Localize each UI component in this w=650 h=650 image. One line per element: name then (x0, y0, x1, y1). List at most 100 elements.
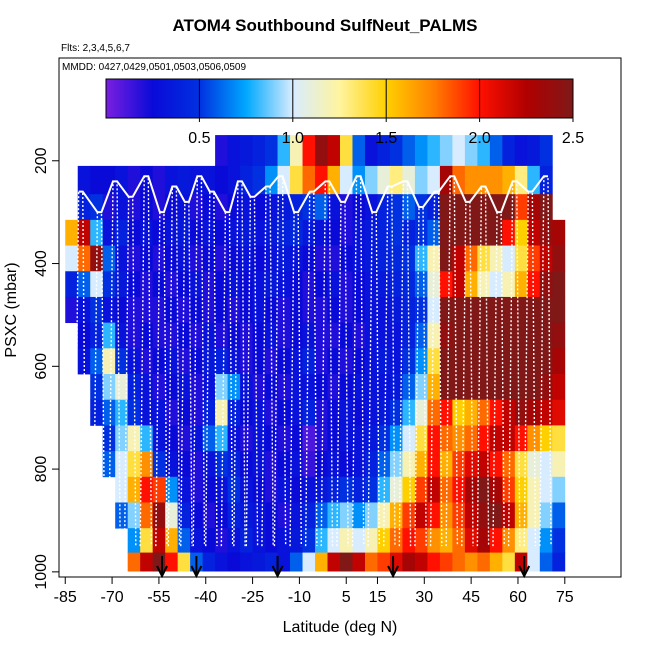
heatmap-cell (177, 348, 191, 375)
heatmap-cell (315, 271, 328, 298)
heatmap-cell (402, 502, 416, 529)
dates-note: MMDD: 0427,0429,0501,0503,0506,0509 (62, 62, 247, 73)
heatmap-cell (464, 451, 478, 478)
heatmap-cell (514, 219, 528, 246)
heatmap-cell (90, 194, 104, 221)
heatmap-cell (165, 399, 179, 426)
heatmap-cell (265, 219, 278, 246)
heatmap-cell (102, 399, 116, 426)
colorbar-tick-label: 1.5 (375, 130, 397, 147)
heatmap-cell (489, 528, 503, 553)
heatmap-cell (552, 374, 566, 401)
heatmap-cell (152, 374, 166, 401)
x-tick-label: -55 (147, 589, 170, 606)
heatmap-cell (452, 322, 466, 349)
heatmap-cell (290, 165, 303, 195)
heatmap-cell (240, 165, 253, 195)
heatmap-cell (377, 399, 391, 426)
heatmap-cell (290, 135, 303, 167)
heatmap-cell (227, 502, 241, 529)
heatmap-cell (315, 194, 328, 221)
heatmap-cell (227, 165, 241, 195)
heatmap-cell (152, 502, 166, 529)
heatmap-cell (514, 451, 528, 478)
heatmap-cell (327, 425, 341, 452)
heatmap-cell (527, 322, 541, 349)
heatmap-cell (502, 165, 516, 195)
heatmap-cell (377, 271, 391, 298)
heatmap-cell (327, 552, 341, 572)
heatmap-cell (539, 451, 553, 478)
heatmap-cell (489, 194, 503, 221)
heatmap-cell (102, 296, 116, 324)
heatmap-cell (552, 528, 566, 553)
heatmap-cell (190, 245, 204, 272)
heatmap-cell (552, 425, 566, 452)
heatmap-cell (115, 322, 129, 349)
heatmap-cell (502, 348, 516, 375)
heatmap-cell (514, 296, 528, 324)
heatmap-cell (240, 425, 253, 452)
heatmap-cell (152, 348, 166, 375)
heatmap-cell (177, 451, 191, 478)
heatmap-cell (165, 528, 179, 553)
heatmap-cell (115, 348, 129, 375)
heatmap-cell (539, 219, 553, 246)
heatmap-cell (90, 374, 104, 401)
plot-frame (58, 57, 622, 578)
heatmap-cell (364, 135, 378, 167)
heatmap-cell (427, 374, 441, 401)
heatmap-cell (352, 135, 366, 167)
heatmap-cell (439, 194, 453, 221)
heatmap-cell (152, 425, 166, 452)
heatmap-cell (427, 322, 441, 349)
x-tick-label: 60 (509, 589, 527, 606)
heatmap-cell (464, 271, 478, 298)
heatmap-cell (377, 135, 391, 167)
heatmap-cell (265, 296, 278, 324)
heatmap-cell (427, 451, 441, 478)
heatmap-cell (527, 194, 541, 221)
y-tick-label: 200 (33, 147, 50, 174)
arrow-head (190, 565, 203, 579)
heatmap-cell (315, 165, 328, 195)
flight-track (123, 196, 137, 547)
heatmap-cell (489, 552, 503, 572)
heatmap-cell (502, 135, 516, 167)
heatmap-cell (377, 502, 391, 529)
heatmap-cell (127, 245, 141, 272)
heatmap-cell (452, 552, 466, 572)
heatmap-cell (327, 451, 341, 478)
heatmap-cell (265, 245, 278, 272)
colorbar: 0.5 1.0 1.5 2.0 2.5 (105, 78, 584, 147)
heatmap-cell (165, 425, 179, 452)
heatmap-cell (302, 552, 316, 572)
heatmap-cell (414, 502, 428, 529)
heatmap-cell (177, 194, 191, 221)
heatmap-cell (552, 399, 566, 426)
heatmap-cell (389, 135, 403, 167)
heatmap-cell (240, 374, 253, 401)
heatmap-cell (202, 552, 216, 572)
heatmap-cell (140, 165, 154, 195)
heatmap-cell (340, 322, 353, 349)
heatmap-cell (165, 552, 179, 572)
heatmap-cell (277, 194, 291, 221)
heatmap-cell (464, 194, 478, 221)
heatmap-cell (140, 271, 154, 298)
heatmap-cell (527, 399, 541, 426)
heatmap-cell (489, 425, 503, 452)
heatmap-cell (302, 502, 316, 529)
heatmap-cell (414, 271, 428, 298)
heatmap-cell (502, 245, 516, 272)
heatmap-cell (165, 322, 179, 349)
heatmap-cell (327, 165, 341, 195)
heatmap-cell (439, 502, 453, 529)
heatmap-cell (377, 374, 391, 401)
heatmap-cell (327, 219, 341, 246)
heatmap-cell (414, 528, 428, 553)
heatmap-cell (127, 552, 141, 572)
heatmap-cell (539, 194, 553, 221)
heatmap-cell (539, 502, 553, 529)
